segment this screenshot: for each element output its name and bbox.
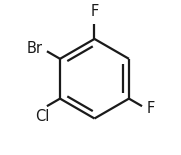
Text: F: F	[146, 101, 154, 116]
Text: F: F	[90, 4, 99, 19]
Text: Br: Br	[27, 41, 43, 56]
Text: Cl: Cl	[36, 108, 50, 124]
